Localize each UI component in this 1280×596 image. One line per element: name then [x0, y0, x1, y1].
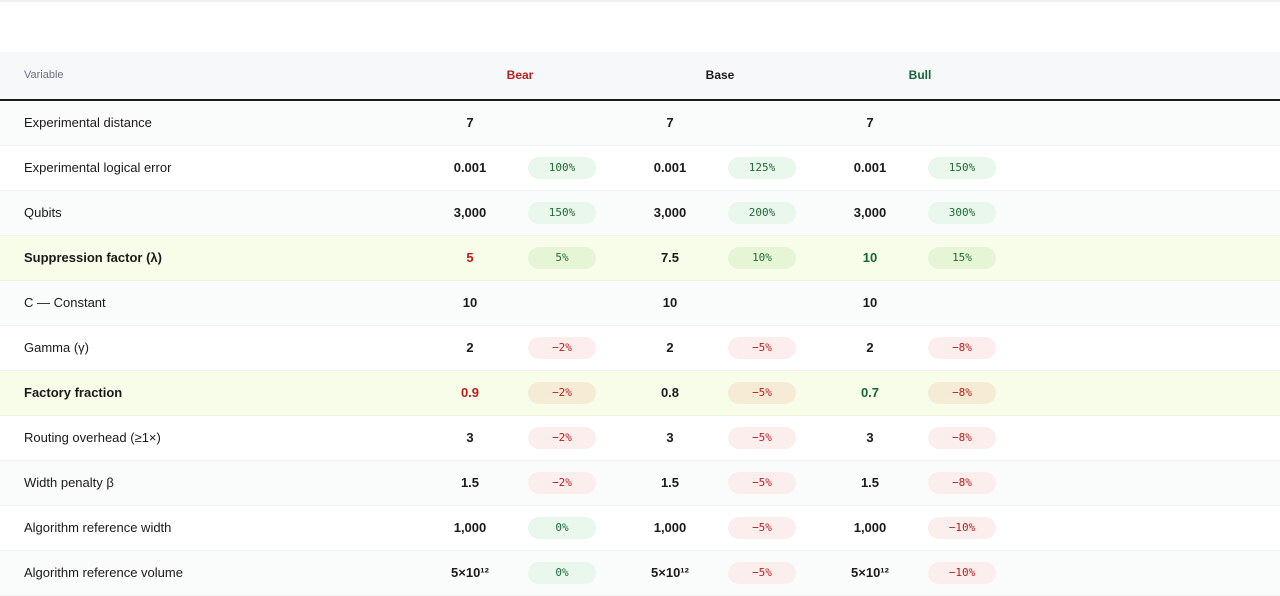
- row-label: Routing overhead (≥1×): [24, 430, 161, 445]
- bull-value[interactable]: 5×10¹²: [851, 565, 889, 580]
- bull-value[interactable]: 2: [866, 340, 874, 355]
- bull-change-badge: 15%: [928, 247, 996, 269]
- bull-change-badge: −8%: [928, 472, 996, 494]
- base-change-badge: −5%: [728, 562, 796, 584]
- table-row: Routing overhead (≥1×) 3 −2% 3 −5% 3 −8%: [0, 416, 1280, 461]
- base-change-badge: 200%: [728, 202, 796, 224]
- bear-value[interactable]: 3: [466, 430, 474, 445]
- bull-value[interactable]: 0.7: [860, 385, 880, 400]
- base-value[interactable]: 3,000: [653, 205, 687, 220]
- bear-change-badge: 150%: [528, 202, 596, 224]
- bear-change-badge: 0%: [528, 517, 596, 539]
- bear-change-badge: −2%: [528, 427, 596, 449]
- table-body: Experimental distance 7 7 7 Experimental log…: [0, 101, 1280, 596]
- base-change-badge: −5%: [728, 427, 796, 449]
- base-value[interactable]: 7: [666, 115, 674, 130]
- row-label: Suppression factor (λ): [24, 250, 162, 265]
- base-value[interactable]: 7.5: [660, 250, 680, 265]
- bear-value[interactable]: 5×10¹²: [451, 565, 489, 580]
- scenario-table: Variable Bear Base Bull Experimental dis…: [0, 52, 1280, 596]
- base-value[interactable]: 0.001: [653, 160, 687, 175]
- row-label: Qubits: [24, 205, 62, 220]
- row-label: Width penalty β: [24, 475, 114, 490]
- bear-value[interactable]: 1.5: [460, 475, 480, 490]
- base-value[interactable]: 2: [666, 340, 674, 355]
- bear-value[interactable]: 10: [462, 295, 478, 310]
- table-row: Qubits 3,000 150% 3,000 200% 3,000 300%: [0, 191, 1280, 236]
- bear-value[interactable]: 5: [466, 250, 474, 265]
- column-header-variable: Variable: [24, 69, 64, 81]
- base-change-badge: −5%: [728, 517, 796, 539]
- table-row: C — Constant 10 10 10: [0, 281, 1280, 326]
- table-row: Factory fraction 0.9 −2% 0.8 −5% 0.7 −8%: [0, 371, 1280, 416]
- bull-value[interactable]: 10: [862, 250, 878, 265]
- base-change-badge: 10%: [728, 247, 796, 269]
- table-row: Algorithm reference volume 5×10¹² 0% 5×10¹²…: [0, 551, 1280, 596]
- bull-change-badge: 300%: [928, 202, 996, 224]
- table-row: Gamma (γ) 2 −2% 2 −5% 2 −8%: [0, 326, 1280, 371]
- base-value[interactable]: 1,000: [653, 520, 687, 535]
- bull-change-badge: −10%: [928, 562, 996, 584]
- bull-change-badge: −8%: [928, 427, 996, 449]
- bear-change-badge: 5%: [528, 247, 596, 269]
- table-row: Experimental logical error 0.001 100% 0.001…: [0, 146, 1280, 191]
- table-row: Width penalty β 1.5 −2% 1.5 −5% 1.5 −8%: [0, 461, 1280, 506]
- row-label: Algorithm reference volume: [24, 565, 183, 580]
- table-row: Algorithm reference width 1,000 0% 1,000 −5%…: [0, 506, 1280, 551]
- table-row: Suppression factor (λ) 5 5% 7.5 10% 10 15%: [0, 236, 1280, 281]
- base-change-badge: −5%: [728, 337, 796, 359]
- bull-value[interactable]: 1.5: [860, 475, 880, 490]
- bear-value[interactable]: 0.9: [460, 385, 480, 400]
- base-change-badge: −5%: [728, 382, 796, 404]
- base-value[interactable]: 5×10¹²: [651, 565, 689, 580]
- base-value[interactable]: 3: [666, 430, 674, 445]
- bear-change-badge: −2%: [528, 472, 596, 494]
- base-value[interactable]: 1.5: [660, 475, 680, 490]
- bull-change-badge: −10%: [928, 517, 996, 539]
- bull-change-badge: 150%: [928, 157, 996, 179]
- row-label: Factory fraction: [24, 385, 123, 400]
- bull-value[interactable]: 3,000: [853, 205, 887, 220]
- bear-change-badge: 0%: [528, 562, 596, 584]
- bull-change-badge: −8%: [928, 337, 996, 359]
- base-value[interactable]: 10: [662, 295, 678, 310]
- column-header-bull[interactable]: Bull: [908, 68, 932, 82]
- column-header-bear[interactable]: Bear: [506, 68, 534, 82]
- row-label: Experimental logical error: [24, 160, 172, 175]
- bull-value[interactable]: 3: [866, 430, 874, 445]
- bear-change-badge: −2%: [528, 382, 596, 404]
- bear-value[interactable]: 2: [466, 340, 474, 355]
- bear-value[interactable]: 7: [466, 115, 474, 130]
- bear-value[interactable]: 3,000: [453, 205, 487, 220]
- bull-value[interactable]: 7: [866, 115, 874, 130]
- bear-value[interactable]: 0.001: [453, 160, 487, 175]
- bear-change-badge: 100%: [528, 157, 596, 179]
- table-row: Experimental distance 7 7 7: [0, 101, 1280, 146]
- row-label: Algorithm reference width: [24, 520, 172, 535]
- top-divider: [0, 0, 1280, 2]
- bull-value[interactable]: 10: [862, 295, 878, 310]
- bull-value[interactable]: 1,000: [853, 520, 887, 535]
- base-change-badge: 125%: [728, 157, 796, 179]
- row-label: Gamma (γ): [24, 340, 89, 355]
- table-header: Variable Bear Base Bull: [0, 52, 1280, 101]
- row-label: C — Constant: [24, 295, 106, 310]
- bear-change-badge: −2%: [528, 337, 596, 359]
- column-header-base[interactable]: Base: [705, 68, 735, 82]
- bull-change-badge: −8%: [928, 382, 996, 404]
- row-label: Experimental distance: [24, 115, 152, 130]
- base-value[interactable]: 0.8: [660, 385, 680, 400]
- base-change-badge: −5%: [728, 472, 796, 494]
- bear-value[interactable]: 1,000: [453, 520, 487, 535]
- bull-value[interactable]: 0.001: [853, 160, 887, 175]
